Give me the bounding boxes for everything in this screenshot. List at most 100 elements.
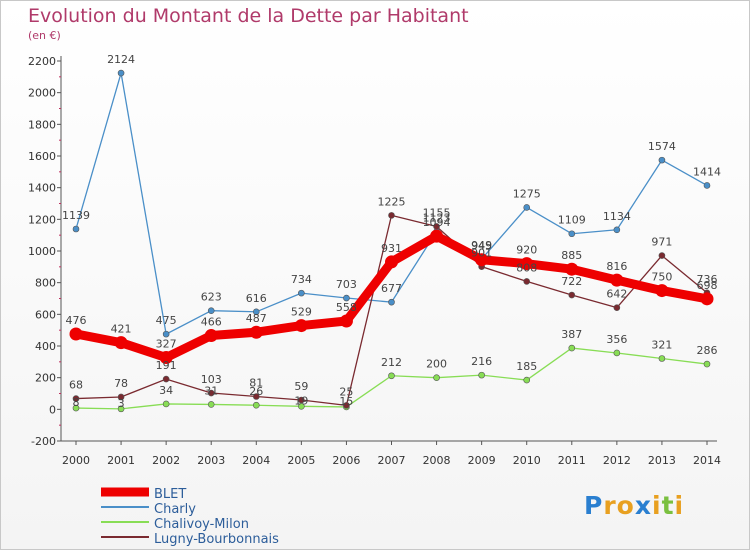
- data-label: 1109: [558, 214, 586, 227]
- data-point: [72, 225, 80, 233]
- data-label: 200: [426, 358, 447, 371]
- data-point: [249, 325, 263, 339]
- data-label: 19: [294, 394, 308, 407]
- data-point: [385, 255, 398, 269]
- x-tick-label: 2011: [558, 454, 586, 467]
- data-point: [430, 229, 444, 243]
- data-label: 1275: [513, 187, 541, 200]
- data-point: [610, 273, 624, 287]
- data-label: 212: [381, 356, 402, 369]
- data-label: 816: [606, 260, 627, 273]
- x-tick-label: 2005: [287, 454, 315, 467]
- data-point: [658, 355, 666, 362]
- data-label: 1574: [648, 140, 676, 153]
- y-tick-label: 1000: [28, 245, 56, 258]
- logo-letter: P: [584, 491, 604, 520]
- y-tick-label: 400: [35, 340, 56, 353]
- data-label: 1414: [693, 165, 721, 178]
- data-point: [658, 156, 666, 164]
- data-label: 1134: [603, 210, 631, 223]
- data-label: 885: [561, 249, 582, 262]
- data-point: [568, 230, 576, 238]
- data-label: 736: [697, 273, 718, 286]
- data-label: 68: [69, 379, 83, 392]
- data-point: [117, 393, 125, 401]
- data-point: [568, 291, 576, 299]
- data-label: 703: [336, 278, 357, 291]
- logo-letter: r: [603, 491, 617, 520]
- x-tick-label: 2008: [423, 454, 451, 467]
- y-tick-label: 200: [35, 372, 56, 385]
- data-label: 1123: [423, 212, 451, 225]
- x-tick-label: 2002: [152, 454, 180, 467]
- data-point: [252, 401, 260, 409]
- y-tick-label: 800: [35, 277, 56, 290]
- data-point: [69, 327, 83, 341]
- data-point: [523, 278, 531, 285]
- data-point: [298, 289, 305, 297]
- logo-letter: i: [674, 491, 685, 520]
- data-point: [339, 314, 353, 328]
- data-label: 3: [118, 397, 125, 410]
- data-label: 59: [294, 380, 308, 393]
- legend-label: BLET: [154, 487, 186, 502]
- data-label: 698: [697, 279, 718, 292]
- data-label: 475: [156, 314, 177, 327]
- chart-title: Evolution du Montant de la Dette par Hab…: [28, 5, 469, 27]
- data-point: [72, 404, 80, 412]
- data-label: 185: [516, 360, 537, 373]
- data-label: 558: [336, 301, 357, 314]
- data-label: 26: [249, 385, 263, 398]
- data-label: 421: [111, 323, 132, 336]
- data-label: 2124: [107, 53, 135, 66]
- logo-letter: x: [634, 491, 652, 520]
- data-label: 1225: [378, 195, 406, 208]
- data-label: 734: [291, 273, 312, 286]
- legend-label: Chalivoy-Milon: [154, 517, 249, 532]
- data-point: [655, 284, 669, 298]
- data-point: [388, 298, 395, 306]
- data-point: [159, 351, 173, 365]
- x-tick-label: 2006: [332, 454, 360, 467]
- x-tick-label: 2007: [378, 454, 406, 467]
- data-point: [252, 393, 260, 400]
- data-label: 78: [114, 377, 128, 390]
- data-point: [433, 374, 440, 381]
- data-point: [117, 405, 125, 413]
- data-point: [565, 262, 579, 276]
- data-point: [520, 257, 534, 271]
- data-point: [703, 182, 711, 189]
- data-label: 31: [204, 384, 218, 397]
- logo-letter: t: [661, 491, 675, 520]
- data-point: [294, 319, 308, 333]
- data-label: 808: [516, 261, 537, 274]
- y-tick-label: 1200: [28, 213, 56, 226]
- data-point: [613, 226, 621, 234]
- data-point: [162, 400, 170, 408]
- data-point: [343, 294, 350, 302]
- data-point: [298, 403, 305, 410]
- data-point: [700, 292, 714, 306]
- data-label: 1094: [423, 216, 451, 229]
- data-label: 34: [159, 384, 173, 397]
- data-label: 750: [651, 271, 672, 284]
- logo-letter: i: [652, 491, 662, 520]
- legend-label: Charly: [154, 502, 196, 517]
- data-point: [207, 307, 215, 314]
- data-point: [204, 329, 218, 343]
- data-label: 623: [201, 291, 222, 304]
- legend-label: Lugny-Bourbonnais: [154, 532, 279, 547]
- data-label: 931: [381, 242, 402, 255]
- y-tick-label: 0: [49, 403, 56, 416]
- data-label: 216: [471, 355, 492, 368]
- data-point: [658, 252, 666, 259]
- data-label: 321: [651, 339, 672, 352]
- data-label: 327: [156, 338, 177, 351]
- data-point: [613, 304, 621, 311]
- data-point: [433, 223, 440, 230]
- data-point: [388, 212, 395, 219]
- data-point: [252, 308, 260, 316]
- x-tick-label: 2010: [513, 454, 541, 467]
- x-tick-label: 2004: [242, 454, 270, 467]
